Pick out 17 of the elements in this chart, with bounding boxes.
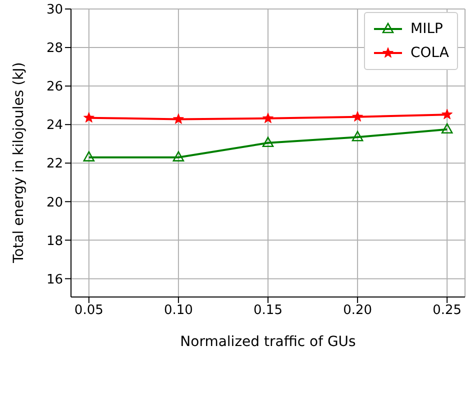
legend-label: COLA bbox=[410, 45, 449, 61]
y-tick-label: 16 bbox=[46, 272, 63, 288]
y-tick-label: 28 bbox=[46, 41, 63, 56]
x-tick-label: 0.05 bbox=[74, 303, 104, 318]
legend-label: MILP bbox=[410, 21, 443, 37]
y-tick-label: 18 bbox=[46, 234, 63, 249]
y-tick-label: 22 bbox=[46, 156, 63, 172]
x-tick-label: 0.10 bbox=[164, 303, 193, 318]
y-axis-title: Total energy in kilojoules (kJ) bbox=[10, 62, 27, 264]
x-axis-title: Normalized traffic of GUs bbox=[180, 334, 356, 350]
y-tick-label: 24 bbox=[46, 118, 63, 134]
y-tick-label: 26 bbox=[46, 80, 63, 95]
y-tick-label: 30 bbox=[46, 2, 63, 18]
x-tick-label: 0.15 bbox=[254, 303, 282, 318]
y-tick-label: 20 bbox=[46, 195, 63, 210]
x-tick-label: 0.20 bbox=[343, 303, 372, 318]
x-tick-label: 0.25 bbox=[432, 303, 462, 318]
